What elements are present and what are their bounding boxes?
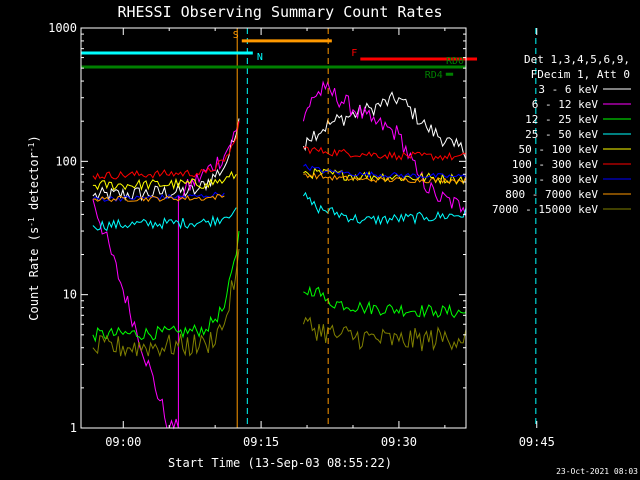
legend-label-5: 50 - 100 keV [519,143,599,156]
legend-label-6: 100 - 300 keV [512,158,598,171]
chart-title: RHESSI Observing Summary Count Rates [117,3,442,21]
legend-header-line-2: FDecim 1, Att 0 [531,68,630,81]
x-tick-label: 09:45 [519,435,555,449]
tick-layer: 09:0009:1509:3009:4510:0010:1510:3011010… [48,21,555,449]
legend-label-4: 25 - 50 keV [525,128,598,141]
legend-label-9: 7000 - 15000 keV [492,203,598,216]
y-tick-label: 10 [63,288,77,302]
legend-label-3: 12 - 25 keV [525,113,598,126]
state-label-n: N [257,52,263,63]
state-label-rd4: RD4 [425,70,443,81]
state-label-rd0: RD0 [446,56,464,67]
x-tick-label: 09:00 [105,435,141,449]
legend: Det 1,3,4,5,6,9, FDecim 1, Att 0 3 - 6 k… [492,53,631,216]
y-tick-label: 1 [70,421,77,435]
state-label-s: S [233,30,239,41]
x-axis-label: Start Time (13-Sep-03 08:55:22) [168,456,392,470]
legend-label-1: 3 - 6 keV [538,83,598,96]
plot-frame [80,27,467,429]
state-label-f: F [351,48,357,59]
legend-header-line-1: Det 1,3,4,5,6,9, [524,53,630,66]
x-tick-label: 09:15 [243,435,279,449]
legend-label-7: 300 - 800 keV [512,173,598,186]
y-tick-label: 100 [55,154,77,168]
legend-label-8: 800 - 7000 keV [505,188,598,201]
legend-label-2: 6 - 12 keV [532,98,599,111]
x-tick-label: 09:30 [381,435,417,449]
y-axis-label: Count Rate (s-1 detector-1) [27,135,41,320]
timestamp: 23-Oct-2021 08:03 [556,467,638,476]
y-tick-label: 1000 [48,21,77,35]
